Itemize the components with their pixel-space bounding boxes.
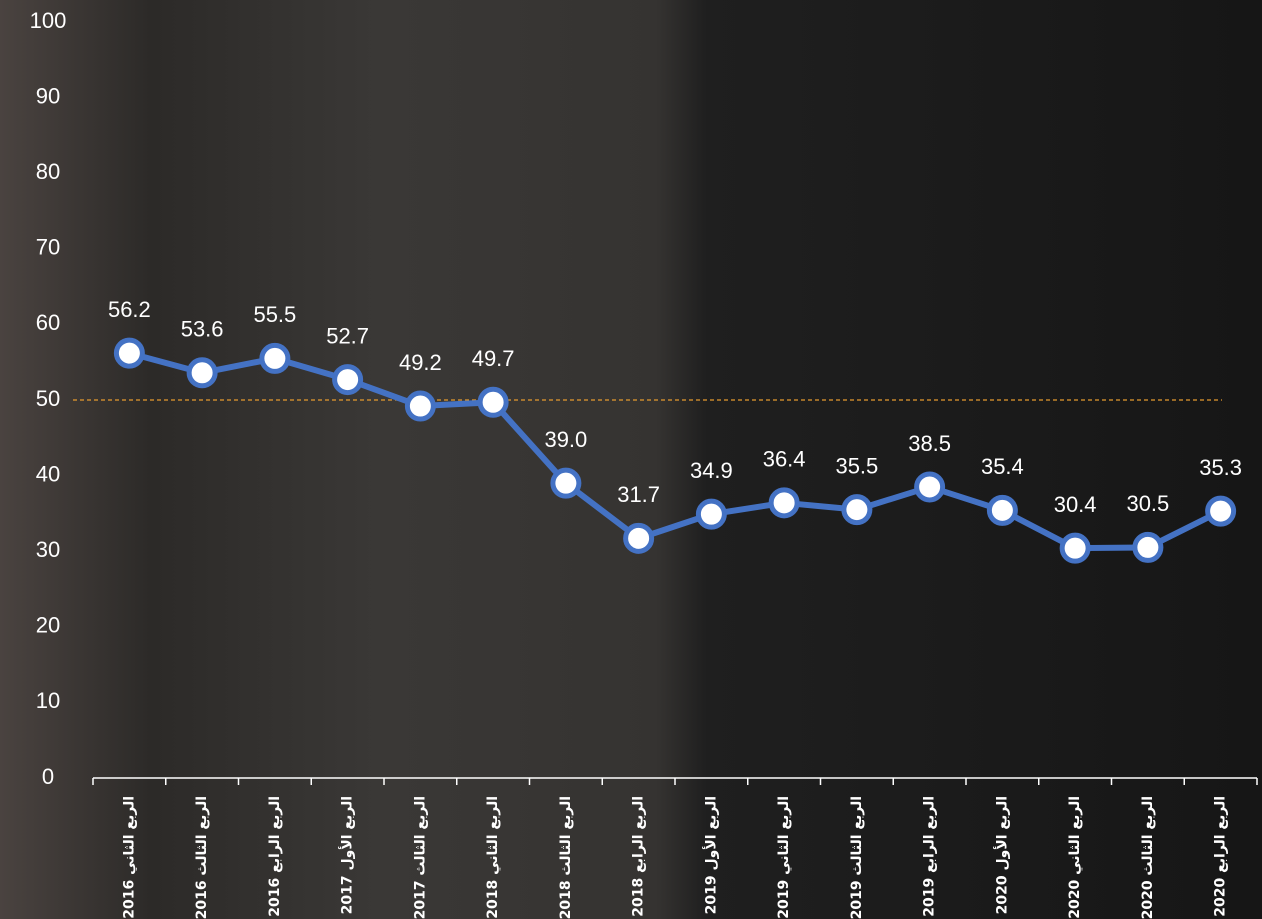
x-tick-label: الربع الثالث 2020 [1140, 796, 1156, 919]
value-label: 30.5 [1126, 491, 1169, 516]
marker [626, 525, 652, 551]
value-label: 55.5 [253, 302, 296, 327]
value-label: 35.4 [981, 454, 1024, 479]
x-tick-label: الربع الثاني 2019 [776, 796, 792, 919]
marker [698, 501, 724, 527]
marker [480, 389, 506, 415]
y-tick-label: 10 [36, 688, 60, 713]
marker [189, 360, 215, 386]
value-label: 34.9 [690, 458, 733, 483]
value-label: 38.5 [908, 431, 951, 456]
x-tick-label: الربع الثاني 2020 [1067, 796, 1083, 919]
x-tick-label: الربع الأول 2020 [993, 796, 1010, 914]
marker [1208, 498, 1234, 524]
x-tick-label: الربع الأول 2019 [702, 796, 719, 914]
x-tick-label: الربع الثاني 2016 [121, 796, 137, 919]
value-label: 30.4 [1054, 492, 1097, 517]
marker [262, 345, 288, 371]
y-tick-label: 40 [36, 461, 60, 486]
value-label: 35.5 [835, 453, 878, 478]
y-tick-label: 90 [36, 83, 60, 108]
background [0, 0, 1262, 919]
x-tick-label: الربع الثالث 2019 [849, 796, 865, 919]
y-tick-label: 60 [36, 310, 60, 335]
marker [116, 340, 142, 366]
y-tick-label: 80 [36, 159, 60, 184]
value-label: 49.7 [472, 346, 515, 371]
x-tick-label: الربع الرابع 2019 [922, 796, 938, 917]
marker [917, 474, 943, 500]
value-label: 52.7 [326, 323, 369, 348]
marker [989, 497, 1015, 523]
x-tick-label: الربع الرابع 2016 [267, 796, 283, 917]
value-label: 53.6 [181, 317, 224, 342]
y-tick-label: 70 [36, 235, 60, 260]
marker [407, 393, 433, 419]
y-tick-label: 100 [30, 8, 67, 33]
x-tick-label: الربع الثالث 2016 [194, 796, 210, 919]
y-tick-label: 0 [42, 764, 54, 789]
y-tick-label: 50 [36, 386, 60, 411]
x-tick-label: الربع الرابع 2018 [631, 796, 647, 917]
x-tick-label: الربع الرابع 2020 [1213, 796, 1229, 917]
x-tick-label: الربع الثاني 2018 [485, 796, 501, 919]
x-tick-label: الربع الأول 2017 [339, 796, 356, 914]
x-tick-label: الربع الثالث 2018 [558, 796, 574, 919]
marker [553, 470, 579, 496]
marker [771, 490, 797, 516]
marker [1062, 535, 1088, 561]
chart: 0 10 20 30 40 50 60 70 80 90 100 56.2 53.6 55.5 52.7 49… [0, 0, 1262, 919]
marker [1135, 534, 1161, 560]
value-label: 35.3 [1199, 455, 1242, 480]
x-tick-label: الربع الثالث 2017 [412, 796, 428, 919]
y-tick-label: 30 [36, 537, 60, 562]
marker [844, 497, 870, 523]
value-label: 56.2 [108, 297, 151, 322]
marker [335, 367, 361, 393]
y-tick-label: 20 [36, 613, 60, 638]
value-label: 31.7 [617, 482, 660, 507]
value-label: 49.2 [399, 350, 442, 375]
value-label: 36.4 [763, 447, 806, 472]
value-label: 39.0 [544, 427, 587, 452]
